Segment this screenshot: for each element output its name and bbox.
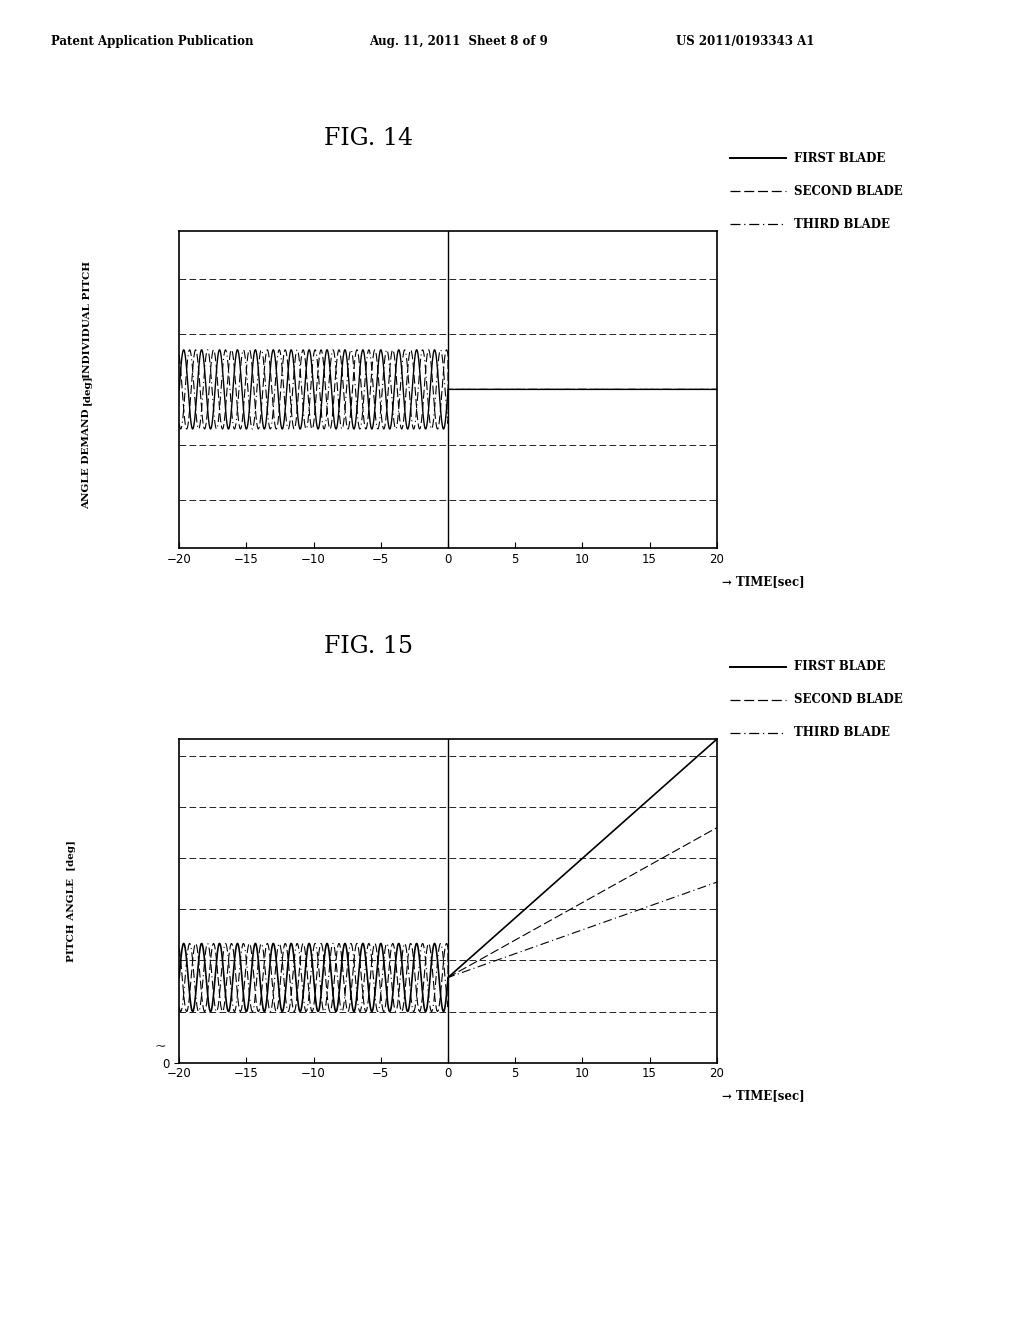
Text: Patent Application Publication: Patent Application Publication [51,34,254,48]
Text: PITCH ANGLE  [deg]: PITCH ANGLE [deg] [68,840,76,962]
Text: ~: ~ [155,1040,167,1053]
Text: → TIME[sec]: → TIME[sec] [722,1089,805,1102]
Text: FIG. 15: FIG. 15 [325,635,413,659]
Text: US 2011/0193343 A1: US 2011/0193343 A1 [676,34,814,48]
Text: [deg]: [deg] [83,374,91,405]
Text: FIRST BLADE: FIRST BLADE [794,152,885,165]
Text: → TIME[sec]: → TIME[sec] [722,574,805,587]
Text: INDIVIDUAL PITCH: INDIVIDUAL PITCH [83,261,91,379]
Text: SECOND BLADE: SECOND BLADE [794,693,902,706]
Text: SECOND BLADE: SECOND BLADE [794,185,902,198]
Text: THIRD BLADE: THIRD BLADE [794,726,890,739]
Text: FIG. 14: FIG. 14 [324,127,414,150]
Text: Aug. 11, 2011  Sheet 8 of 9: Aug. 11, 2011 Sheet 8 of 9 [369,34,548,48]
Text: FIRST BLADE: FIRST BLADE [794,660,885,673]
Text: ANGLE DEMAND: ANGLE DEMAND [83,409,91,510]
Text: THIRD BLADE: THIRD BLADE [794,218,890,231]
